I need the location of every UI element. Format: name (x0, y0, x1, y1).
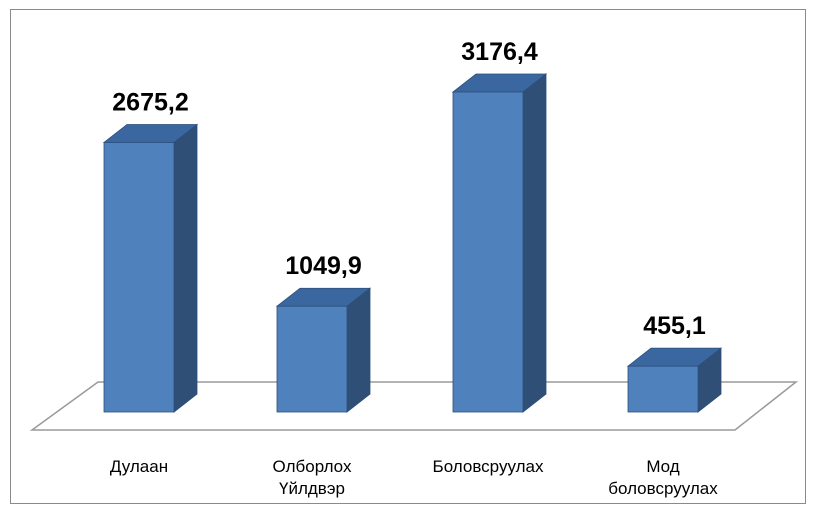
bar-side (346, 287, 371, 413)
category-label: Олборлох Үйлдвэр (273, 457, 352, 498)
bar-front (627, 365, 699, 413)
bar-3 (451, 73, 548, 413)
bar-side (173, 123, 198, 413)
bar-value-label: 3176,4 (461, 38, 538, 66)
bar-1 (102, 123, 199, 413)
category-label: Мод боловсруулах (608, 457, 718, 498)
bar-value-label: 455,1 (643, 312, 706, 340)
chart-floor (29, 381, 799, 431)
bar-front (452, 91, 524, 413)
bar-front (103, 142, 175, 413)
category-label: Дулаан (110, 457, 168, 476)
category-label: Боловсруулах (433, 457, 544, 476)
bar-2 (275, 287, 372, 413)
bar-front (276, 305, 348, 413)
bar-side (522, 73, 547, 413)
bar-value-label: 1049,9 (285, 252, 361, 280)
bar-value-label: 2675,2 (112, 88, 188, 116)
bar-4 (626, 347, 723, 413)
